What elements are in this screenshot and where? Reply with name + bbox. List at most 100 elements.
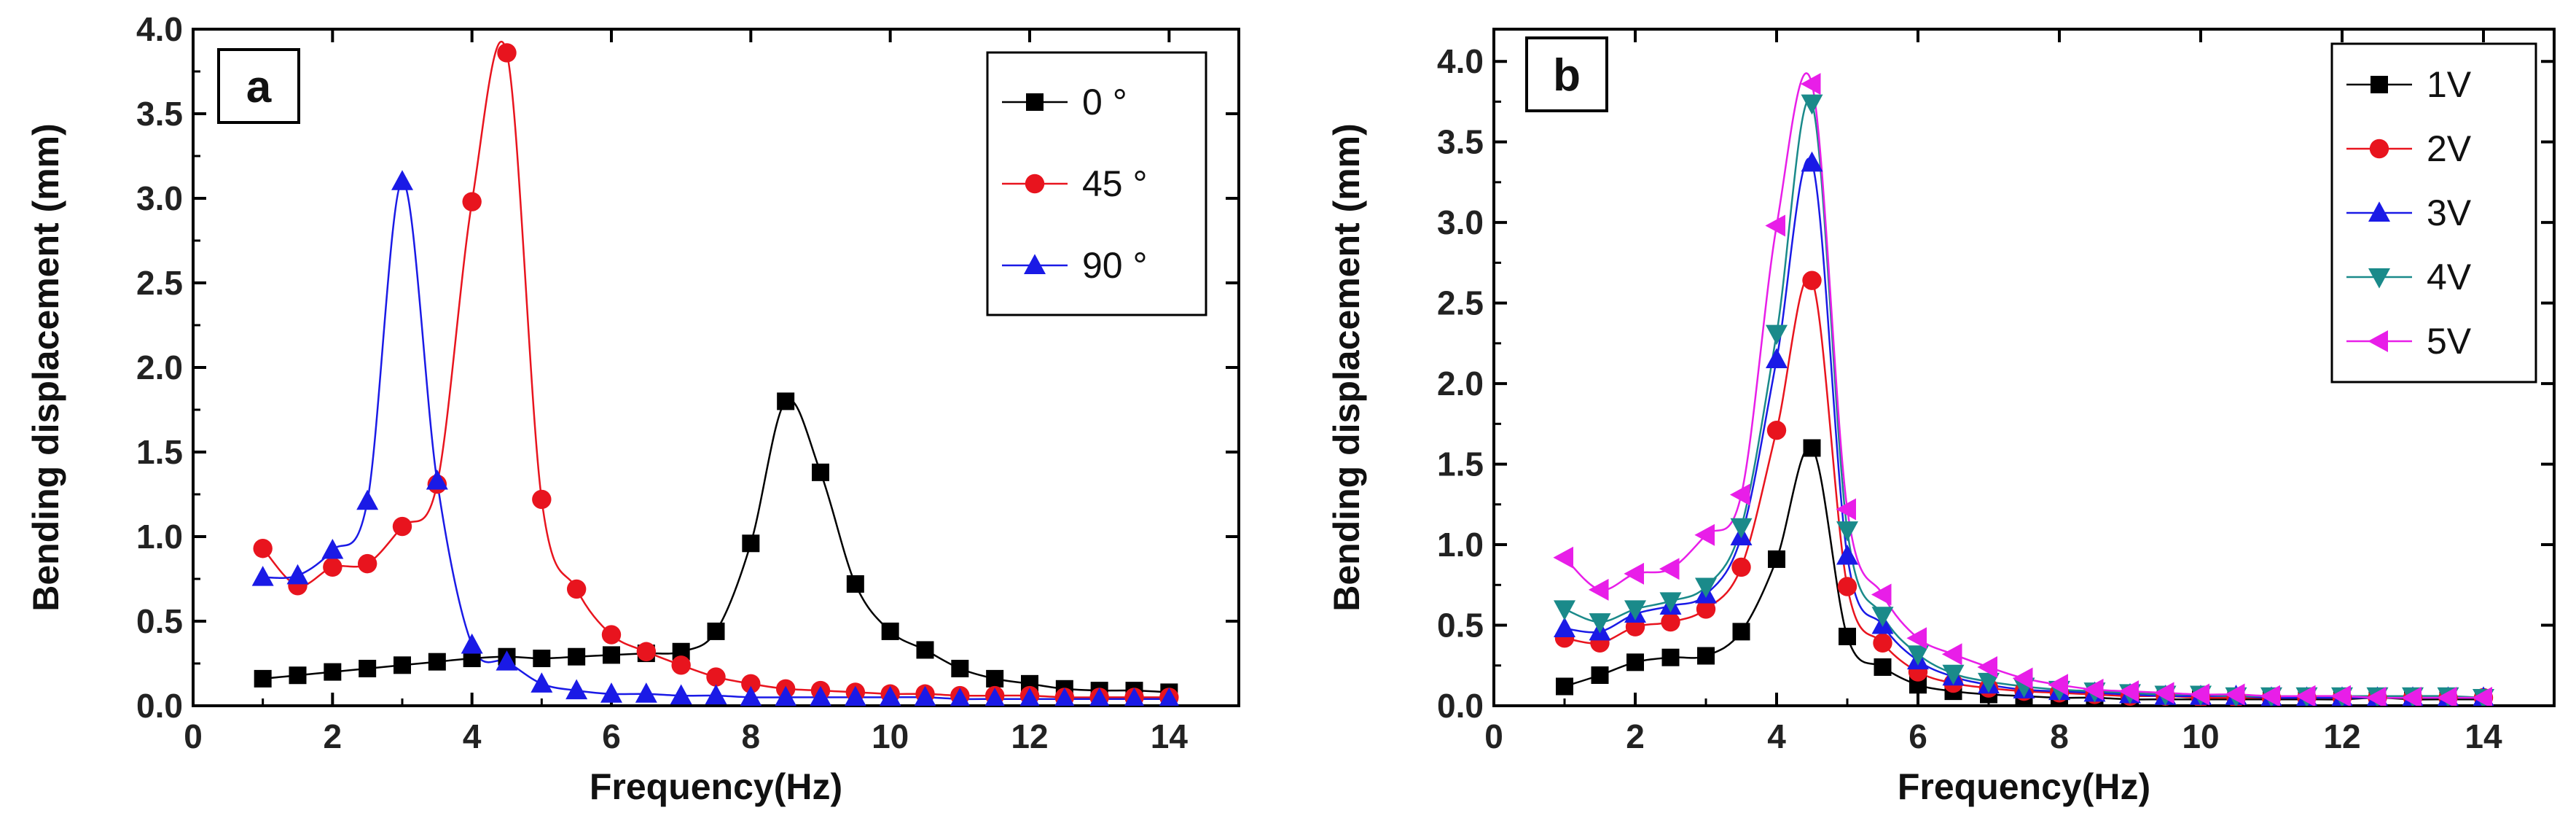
panel-b-series-3-point [1589,613,1611,634]
panel-b-series-4-point [1659,558,1680,580]
panel-b-legend-marker [2369,139,2389,159]
panel-b-y-tick-label: 2.5 [1437,284,1484,322]
panel-b-series-3-point [1836,521,1858,542]
panel-b-label-box [1525,36,1608,112]
panel-a-series-2-point [1124,688,1145,706]
panel-a-x-axis-title: Frequency(Hz) [590,766,842,807]
panel-a-series-2-point [496,650,518,671]
panel-b-x-tick-label: 6 [1908,717,1927,755]
panel-b-series-1-point [1802,270,1822,290]
panel-a-y-tick-label: 3.5 [136,95,183,133]
panel-b-y-tick-label: 0.5 [1437,607,1484,645]
panel-a-y-tick-label: 0.5 [136,602,183,640]
panel-b-plot-frame [1492,28,2556,707]
panel-b-x-tick-label: 0 [1484,717,1503,755]
panel-b-x-tick-label: 2 [1626,717,1645,755]
panel-a-series-1-point [497,43,517,63]
panel-b-series-4-point [2118,680,2139,703]
panel-b-series-4-point [2083,678,2104,701]
panel-b-series-3-point [1659,592,1682,612]
panel-b-x-axis-title: Frequency(Hz) [1898,766,2150,807]
panel-a-x-tick-label: 6 [602,717,621,755]
panel-a-x-tick-label: 0 [184,717,203,755]
panel-b-series-1-point [1661,612,1680,632]
panel-a-series-2-point [461,633,483,654]
panel-a-legend-label: 90 ° [1082,245,1148,286]
panel-a-series-0-point [254,669,272,688]
panel-a-series-0-point [394,656,411,674]
panel-b-x-tick-label: 12 [2323,717,2360,755]
panel-b-legend-marker [2368,201,2390,222]
panel-b-data [1553,72,2494,706]
panel-b-series-4-point [2189,683,2209,706]
panel-b-legend-label: 3V [2427,192,2472,233]
panel-b-legend-marker [2371,76,2388,93]
panel-a-x-tick-label: 14 [1151,717,1189,755]
panel-a-series-1-point [532,489,552,510]
panel-b-series-0-point [1626,653,1644,671]
panel-a-series-1-point [323,557,342,577]
panel-a-series-0-point [881,622,899,640]
panel-b-series-4-point [1624,562,1644,585]
panel-a-series-2-point [845,685,866,706]
panel-a-data [251,40,1179,706]
panel-b-series-4-point [2260,685,2280,706]
panel-b-series-2-point [1766,348,1788,368]
panel-b-y-tick-label: 1.5 [1437,445,1484,483]
panel-a-series-2-point [670,684,692,705]
panel-b-series-4-point [1765,214,1785,237]
panel-a-legend-marker [1025,174,1045,194]
panel-b-legend-marker [2368,268,2390,289]
panel-a-series-2-point [740,685,762,706]
panel-a-legend-marker [1024,254,1046,274]
panel-a-series-2-point [600,682,622,703]
panel-b-legend-label: 2V [2427,128,2472,169]
panel-a-series-2-point [635,682,657,703]
panel-b-y-tick-label: 2.0 [1437,365,1484,402]
panel-b-series-3-point [1907,645,1929,666]
panel-a-legend-label: 0 ° [1082,82,1127,122]
panel-a-series-0-point [428,653,446,671]
panel-a-legend-label: 45 ° [1082,163,1148,204]
panel-a-series-1-point [601,625,622,645]
panel-b-series-4-point [1729,483,1750,506]
panel-b-y-tick-label: 4.0 [1437,42,1484,80]
panel-b-x-tick-label: 4 [1767,717,1786,755]
panel-a-series-0-point [846,575,864,593]
panel-a-series-0-point [707,622,725,640]
panel-b-series-2-point [1554,617,1575,637]
panel-b-x-tick-label: 14 [2465,717,2502,755]
panel-a-y-tick-label: 4.0 [136,10,183,48]
panel-a-x-tick-label: 8 [742,717,761,755]
panel-b-series-3-point [1871,607,1894,627]
panel-b-series-4-point [2012,667,2033,690]
panel-a-series-2-point [879,685,901,706]
panel-a-y-axis-title: Bending displacement (mm) [26,123,66,612]
panel-b-y-tick-label: 0.0 [1437,687,1484,725]
panel-b-series-3-point [1554,600,1575,621]
panel-a-series-1-point [462,192,482,211]
panel-b-series-0-point [1803,439,1821,457]
panel-b-series-2-point [1801,151,1823,172]
panel-b-series-3-point [1801,94,1823,115]
panel-b-x-tick-label: 8 [2050,717,2069,755]
panel-a-series-1-point [706,667,726,687]
panel-b-series-0-point [1661,648,1680,666]
panel-b-legend-label: 5V [2427,321,2472,362]
panel-b-series-4-point [2401,686,2422,706]
panel-b-series-1-point [1873,633,1892,653]
panel-b-series-4-point [2295,685,2316,706]
panel-b-series-3-point [1624,600,1646,621]
panel-a-series-0-point [324,663,342,681]
panel-a-y-tick-label: 2.5 [136,264,183,302]
panel-b-y-axis-title: Bending displacement (mm) [1326,123,1367,612]
panel-a-series-0-point [568,647,586,666]
panel-a-series-2-point [426,469,448,490]
panel-a-series-2-point [565,679,588,700]
panel-a-series-0-point [812,463,829,481]
panel-a-series-2-point [810,685,831,706]
panel-b-series-0-point [1874,658,1892,676]
panel-a-series-2-point [286,564,309,585]
panel-a-series-2-point [1054,688,1075,706]
